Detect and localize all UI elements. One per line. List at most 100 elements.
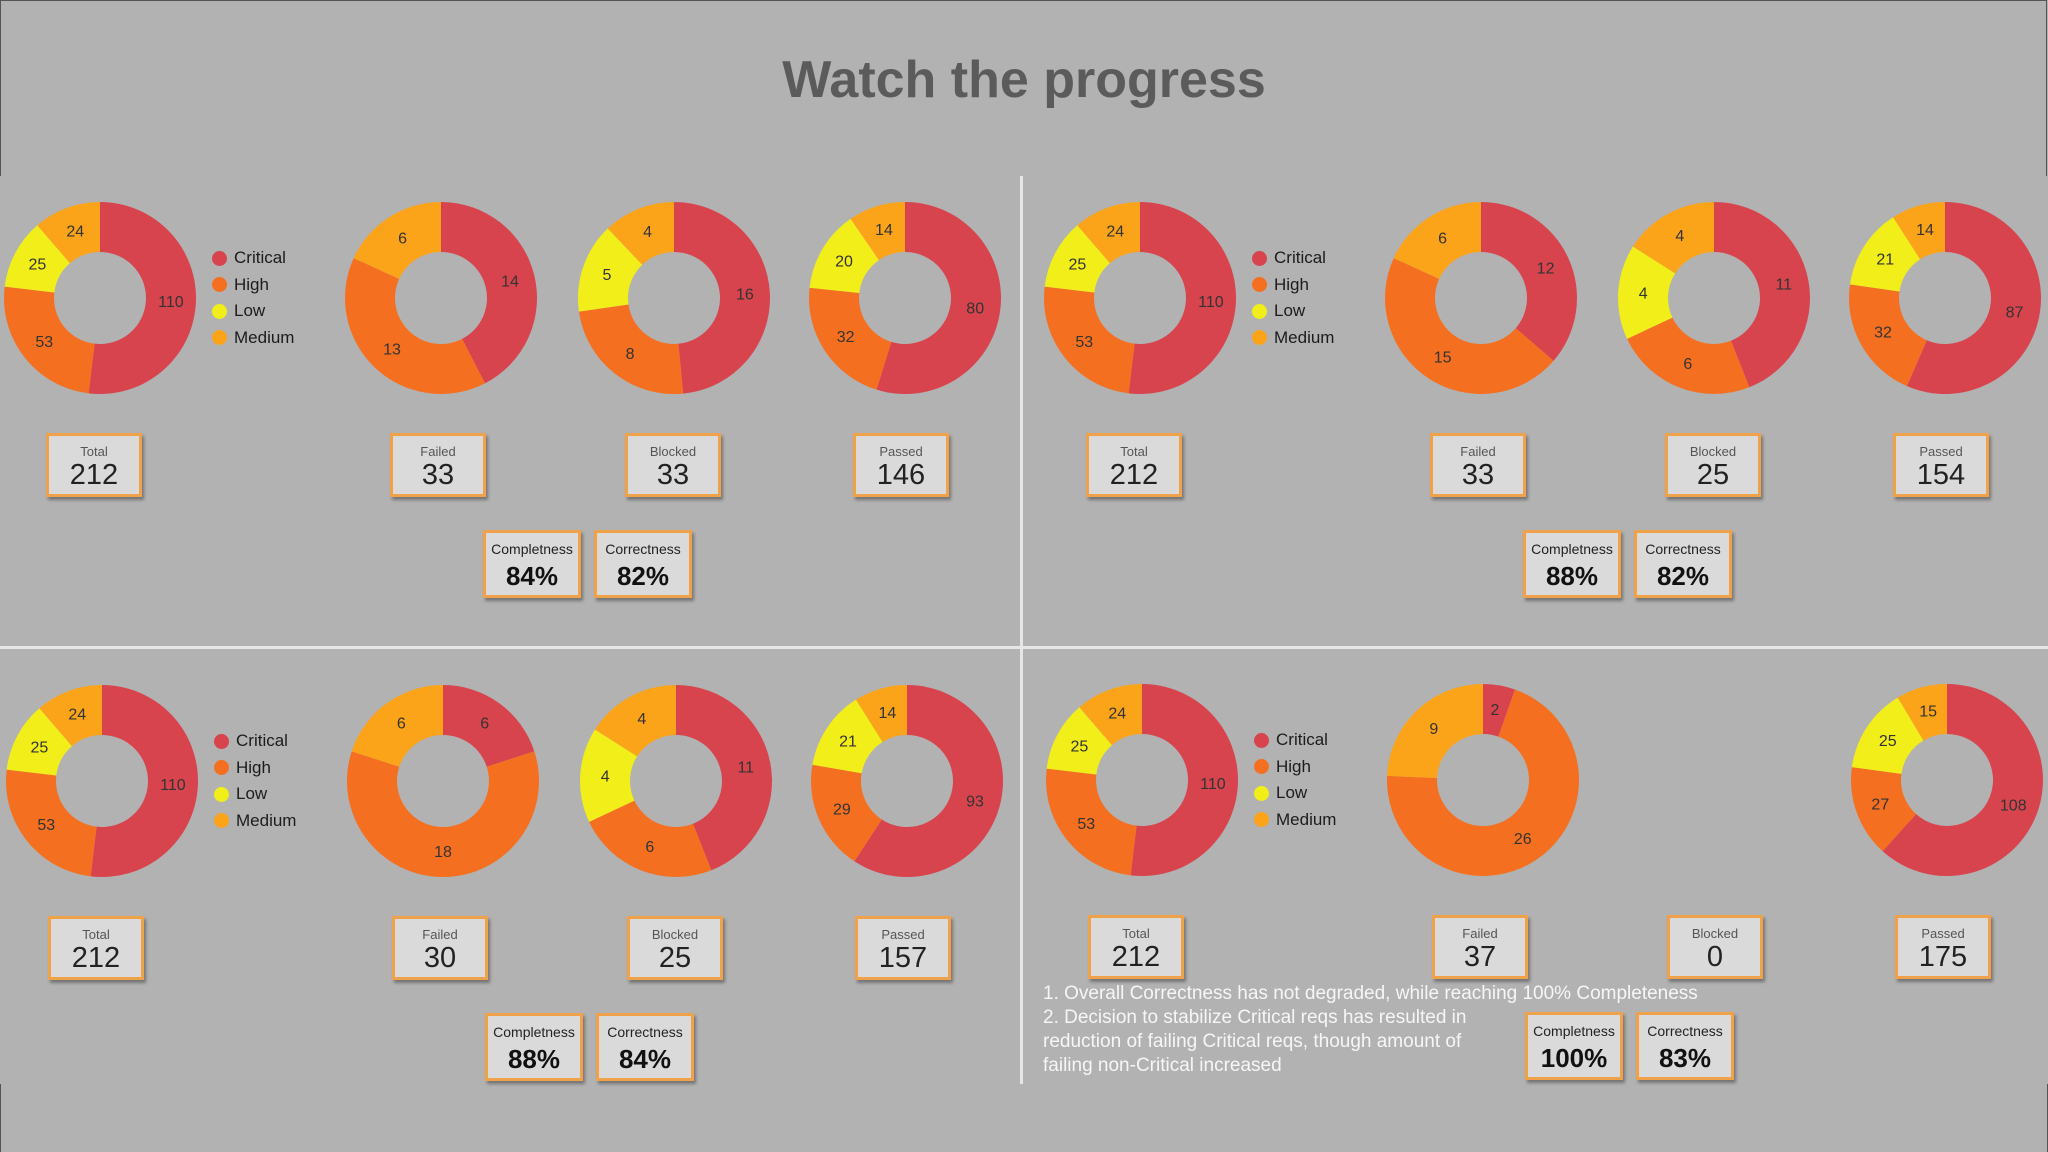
stat-label: Passed [1921, 926, 1965, 941]
slice-high [1044, 286, 1135, 394]
donut-chart-failed: 2 26 9 [1387, 684, 1579, 876]
donut-chart-passed: 80 32 20 14 [809, 202, 1001, 394]
slice-label-critical: 6 [480, 716, 489, 733]
slice-low [812, 699, 883, 774]
slice-label-low: 4 [601, 769, 610, 786]
metric-value: 83% [1658, 1043, 1712, 1073]
legend-item-low: Low [1252, 298, 1334, 325]
legend-label: Low [1276, 783, 1308, 803]
slice-medium [855, 685, 907, 743]
metric-value: 88% [1545, 561, 1599, 591]
slice-critical [1483, 684, 1515, 737]
slice-label-high: 32 [837, 329, 855, 346]
slice-label-high: 6 [645, 839, 654, 856]
slice-label-medium: 24 [1108, 705, 1126, 722]
slice-label-medium: 4 [1675, 228, 1684, 245]
slice-label-medium: 9 [1429, 721, 1438, 738]
slice-critical [676, 685, 772, 871]
legend-item-medium: Medium [1252, 325, 1334, 352]
slice-medium [1893, 202, 1945, 260]
stat-value: 25 [658, 942, 692, 974]
stat-label: Total [1120, 444, 1148, 459]
stat-box-total: Total 212 [48, 916, 144, 980]
stat-label: Blocked [1689, 444, 1737, 459]
metric-box-correctness: Correctness 83% [1636, 1012, 1734, 1080]
slice-low [1044, 225, 1110, 293]
slice-critical [1906, 202, 2041, 394]
slice-medium [39, 685, 102, 747]
stat-label: Failed [420, 444, 456, 459]
slice-high [578, 304, 684, 394]
slice-critical [443, 685, 535, 767]
metric-box-completness: Completness 88% [1523, 530, 1621, 598]
stat-box-passed: Passed 154 [1893, 433, 1989, 497]
stat-label: Passed [1919, 444, 1963, 459]
slice-label-low: 21 [1876, 252, 1894, 269]
legend-swatch-low [1254, 785, 1269, 801]
slice-label-medium: 6 [1438, 230, 1447, 247]
stat-value: 33 [421, 459, 455, 491]
slice-label-medium: 24 [1106, 223, 1124, 240]
slice-critical [1481, 202, 1577, 361]
chart-legend: Critical High Low Medium [214, 728, 296, 834]
donut-chart-passed: 93 29 21 14 [811, 685, 1003, 877]
metric-label: Correctness [607, 1024, 683, 1040]
panel-divider-vertical [1020, 176, 1023, 1084]
stat-box-total: Total 212 [1088, 915, 1184, 979]
legend-item-critical: Critical [1252, 245, 1334, 272]
slice-label-low: 20 [835, 254, 853, 271]
panel-top-right: 110 53 25 24 12 15 6 11 6 4 4 87 32 21 14 Critical High L… [1040, 0, 2041, 600]
stat-label: Total [1122, 926, 1150, 941]
slice-label-medium: 24 [66, 223, 84, 240]
stat-value: 212 [1111, 941, 1161, 973]
slice-label-critical: 11 [1775, 277, 1792, 294]
legend-swatch-medium [214, 813, 229, 829]
slice-high [589, 800, 712, 877]
donut-chart-total: 110 53 25 24 [1044, 202, 1236, 394]
note-line: 1. Overall Correctness has not degraded,… [1043, 983, 1698, 1004]
slice-label-critical: 110 [1198, 294, 1224, 311]
stat-label: Total [82, 927, 110, 942]
stat-value: 212 [71, 942, 121, 974]
donut-chart-blocked [1616, 680, 1816, 880]
slice-medium [1897, 684, 1947, 741]
slice-medium [607, 202, 674, 265]
slice-label-high: 27 [1871, 796, 1889, 813]
slice-critical [88, 202, 196, 394]
metric-value: 88% [507, 1044, 561, 1074]
metric-box-completness: Completness 84% [483, 530, 581, 598]
slice-medium [1393, 202, 1481, 279]
legend-label: Low [234, 301, 266, 321]
legend-item-medium: Medium [1254, 807, 1336, 834]
legend-item-critical: Critical [212, 245, 294, 272]
stat-label: Total [80, 444, 108, 459]
slice-high [1849, 284, 1927, 387]
slice-label-medium: 14 [1916, 222, 1934, 239]
legend-swatch-high [212, 277, 227, 293]
slice-low [1849, 217, 1921, 292]
slice-label-high: 6 [1683, 356, 1692, 373]
metric-label: Correctness [1645, 541, 1721, 557]
slice-high [809, 287, 892, 390]
legend-swatch-low [212, 303, 227, 319]
stat-value: 175 [1918, 941, 1968, 973]
legend-item-high: High [1252, 272, 1334, 299]
legend-item-medium: Medium [212, 325, 294, 352]
slice-label-high: 18 [434, 844, 452, 861]
metric-box-completness: Completness 88% [485, 1013, 583, 1081]
note-line: 2. Decision to stabilize Critical reqs h… [1043, 1007, 1467, 1028]
slice-label-low: 25 [1068, 257, 1086, 274]
chart-legend: Critical High Low Medium [1252, 245, 1334, 351]
legend-item-low: Low [212, 298, 294, 325]
stat-label: Failed [422, 927, 458, 942]
donut-chart-total: 110 53 25 24 [4, 202, 196, 394]
legend-label: High [1276, 756, 1311, 776]
slice-label-medium: 15 [1919, 704, 1937, 721]
slice-high [1046, 768, 1137, 876]
slice-medium [1079, 684, 1142, 746]
slice-critical [441, 202, 537, 384]
slice-label-critical: 14 [501, 273, 519, 290]
note-line: failing non-Critical increased [1043, 1055, 1282, 1076]
metric-value: 100% [1540, 1043, 1608, 1073]
metric-value: 84% [505, 561, 559, 591]
